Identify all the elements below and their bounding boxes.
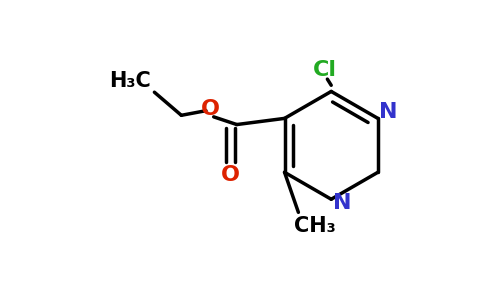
Text: N: N: [379, 102, 398, 122]
Text: Cl: Cl: [313, 60, 337, 80]
Text: CH₃: CH₃: [294, 216, 336, 236]
Text: O: O: [221, 165, 240, 185]
Text: O: O: [201, 99, 220, 119]
Text: N: N: [333, 193, 351, 213]
Text: H₃C: H₃C: [109, 71, 151, 92]
